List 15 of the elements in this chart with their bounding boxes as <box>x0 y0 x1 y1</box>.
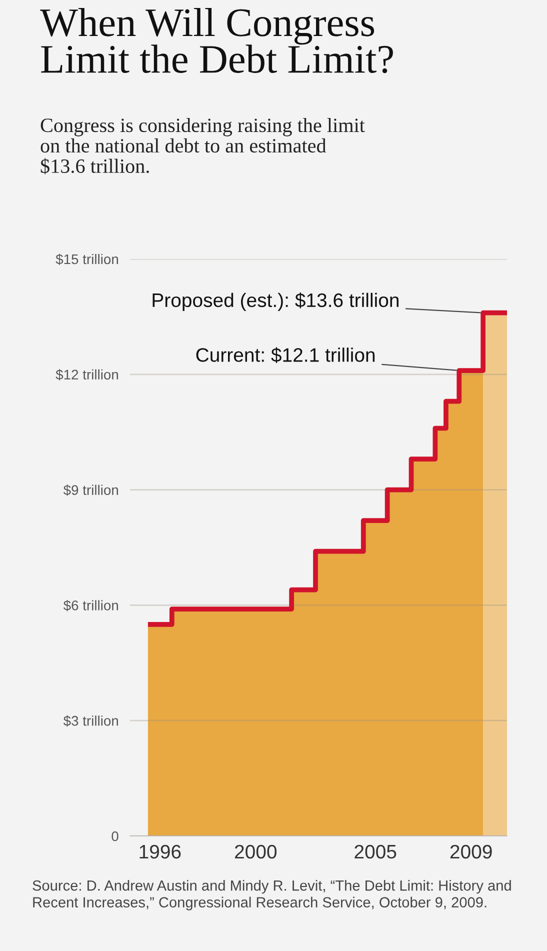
source-note: Source: D. Andrew Austin and Mindy R. Levit, “The Debt Limit: History and Recent Increases,” Congressional Research Service, October 9, 2009. <box>32 880 511 910</box>
annotation: Proposed (est.): $13.6 trillion <box>152 292 398 311</box>
y-tick-label: $9 trillion <box>63 484 118 496</box>
chart-title: When Will Congress Limit the Debt Limit? <box>40 8 393 74</box>
y-tick-label: $6 trillion <box>63 600 118 612</box>
x-tick-label: 2000 <box>235 844 277 859</box>
y-tick-label: $3 trillion <box>63 715 118 727</box>
x-tick-label: 2009 <box>450 844 492 859</box>
annotation: Current: $12.1 trillion <box>196 347 375 364</box>
y-tick-label: 0 <box>112 831 118 842</box>
x-tick-label: 2005 <box>354 844 396 859</box>
y-tick-label: $15 trillion <box>56 254 118 265</box>
x-tick-label: 1996 <box>140 844 181 859</box>
y-tick-label: $12 trillion <box>56 369 118 380</box>
chart-subtitle: Congress is considering raising the limit on the national debt to an estimated $13.6 trillion. <box>40 118 365 174</box>
